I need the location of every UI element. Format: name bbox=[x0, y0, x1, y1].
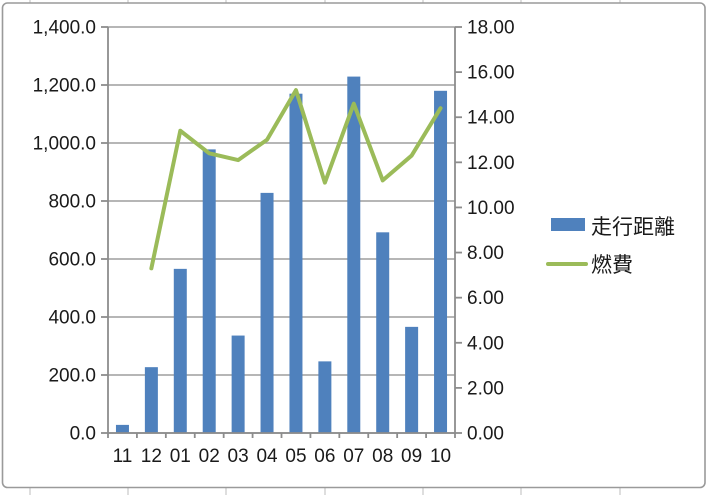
left-axis-label: 800.0 bbox=[48, 192, 96, 213]
legend-label-distance: 走行距離 bbox=[591, 216, 675, 239]
right-axis-label: 6.00 bbox=[467, 288, 504, 309]
left-axis-label: 1,000.0 bbox=[33, 134, 96, 155]
x-axis-label: 05 bbox=[285, 446, 306, 467]
bar-09 bbox=[405, 326, 419, 433]
right-axis-label: 12.00 bbox=[467, 153, 515, 174]
left-axis-label: 200.0 bbox=[48, 366, 96, 387]
x-axis-label: 03 bbox=[228, 446, 249, 467]
fuel-line bbox=[149, 88, 443, 271]
bar-10 bbox=[434, 90, 448, 434]
right-axis-label: 16.00 bbox=[467, 63, 515, 84]
plot-area: 0.0 200.0 400.0 600.0 800.0 1,000.0 1,200.0 1,4… bbox=[33, 18, 515, 468]
bar-06 bbox=[318, 361, 332, 433]
right-axis-label: 0.00 bbox=[467, 424, 504, 445]
right-axis-label: 8.00 bbox=[467, 243, 504, 264]
left-axis-label: 1,400.0 bbox=[33, 18, 96, 39]
legend-label-fuel: 燃費 bbox=[591, 254, 633, 277]
bar-12 bbox=[144, 367, 158, 433]
bar-03 bbox=[231, 335, 245, 433]
legend-swatch-bar bbox=[551, 218, 585, 231]
x-axis-label: 09 bbox=[401, 446, 422, 467]
left-axis-label: 400.0 bbox=[48, 308, 96, 329]
legend: 走行距離 燃費 bbox=[546, 216, 675, 277]
x-axis-label: 02 bbox=[199, 446, 220, 467]
x-axis-label: 10 bbox=[430, 446, 451, 467]
x-axis-label: 04 bbox=[256, 446, 278, 467]
right-axis-label: 2.00 bbox=[467, 378, 504, 399]
right-axis-label: 4.00 bbox=[467, 333, 504, 354]
bar-07 bbox=[347, 76, 361, 433]
bar-04 bbox=[260, 192, 274, 433]
right-axis-label: 10.00 bbox=[467, 198, 515, 219]
x-axis-label: 07 bbox=[343, 446, 364, 467]
bar-01 bbox=[173, 268, 187, 433]
x-axis-label: 12 bbox=[141, 446, 162, 467]
right-axis-label: 14.00 bbox=[467, 108, 515, 129]
left-axis-label: 600.0 bbox=[48, 250, 96, 271]
x-axis-label: 06 bbox=[314, 446, 335, 467]
x-axis-label: 01 bbox=[170, 446, 191, 467]
left-axis-label: 0.0 bbox=[70, 424, 96, 445]
x-axis-label: 08 bbox=[372, 446, 393, 467]
bar-11 bbox=[115, 424, 129, 433]
bar-08 bbox=[376, 232, 390, 433]
right-axis-label: 18.00 bbox=[467, 18, 515, 39]
x-axis-label: 11 bbox=[113, 446, 133, 467]
left-axis-label: 1,200.0 bbox=[33, 76, 96, 97]
spreadsheet-edge-ticks bbox=[29, 0, 621, 495]
bar-05 bbox=[289, 93, 303, 433]
bar-02 bbox=[202, 149, 216, 433]
